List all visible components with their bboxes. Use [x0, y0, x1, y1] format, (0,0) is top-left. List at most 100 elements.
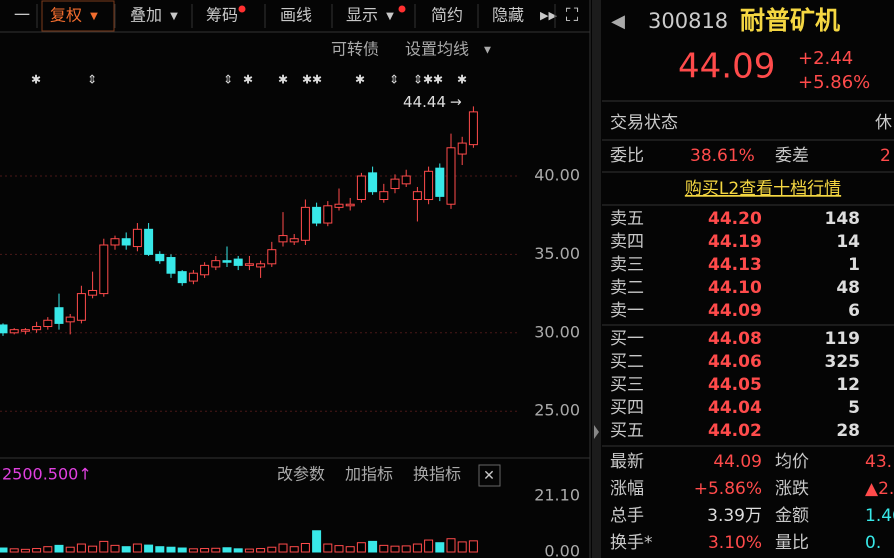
- volume-bar: [334, 545, 344, 553]
- volume-bar: [356, 542, 366, 553]
- toolbar-item[interactable]: 隐藏: [492, 6, 524, 25]
- label: 交易状态: [610, 113, 678, 133]
- toolbar-link[interactable]: 可转债: [331, 40, 379, 59]
- collapse-arrow[interactable]: [594, 425, 599, 439]
- candle-body: [155, 253, 165, 262]
- value: 38.61%: [690, 146, 755, 166]
- red-dot: [398, 5, 406, 13]
- dropdown-caret: ▼: [484, 46, 491, 56]
- candle-body: [211, 260, 221, 268]
- candle-body: [323, 205, 333, 224]
- volume-bar: [99, 540, 109, 553]
- stock-name: 耐普矿机: [740, 6, 840, 35]
- candle-body: [166, 257, 176, 274]
- toolbar-item[interactable]: 画线: [280, 6, 312, 25]
- volume-bar: [54, 544, 64, 553]
- toolbar-link[interactable]: 设置均线: [405, 40, 469, 59]
- indicator-button[interactable]: 加指标: [345, 465, 393, 484]
- volume-bar: [88, 545, 98, 553]
- toolbar-item[interactable]: 显示: [346, 6, 378, 25]
- volume-bar: [256, 548, 266, 553]
- candle-body: [424, 170, 434, 201]
- marker: ✱: [31, 73, 41, 87]
- toolbar-item[interactable]: 一: [14, 6, 30, 25]
- stat-value: +5.86%: [694, 479, 762, 499]
- volume-bar: [401, 545, 411, 553]
- candle-body: [188, 272, 198, 282]
- volume-bar: [457, 541, 467, 553]
- book-label: 卖四: [610, 232, 644, 252]
- book-price: 44.04: [708, 398, 762, 418]
- candle-body: [468, 111, 478, 146]
- candle-body: [356, 175, 366, 201]
- stat-label: 金额: [775, 506, 809, 526]
- candle-body: [345, 203, 355, 207]
- candle-body: [200, 264, 210, 276]
- book-label: 买三: [610, 375, 644, 395]
- volume-bar: [121, 546, 131, 553]
- fullscreen-icon[interactable]: ⛶: [566, 5, 579, 26]
- candle-body: [401, 175, 411, 185]
- candle-body: [110, 238, 120, 246]
- volume-bar: [9, 548, 19, 553]
- dropdown-caret: ▼: [90, 11, 98, 22]
- book-volume: 28: [836, 421, 860, 441]
- stock-code: 300818: [648, 9, 728, 33]
- book-price: 44.20: [708, 209, 762, 229]
- marker: ✱: [355, 73, 365, 87]
- stat-label: 总手: [610, 506, 644, 526]
- candle-body: [457, 142, 467, 155]
- book-label: 买四: [610, 398, 644, 418]
- toolbar-item[interactable]: 复权: [50, 6, 82, 25]
- dropdown-caret: ▼: [386, 11, 394, 22]
- label: 委差: [775, 146, 809, 166]
- red-dot: [238, 5, 246, 13]
- volume-bar: [390, 545, 400, 553]
- change: +2.44: [798, 48, 853, 69]
- candle-body: [278, 235, 288, 243]
- book-price: 44.02: [708, 421, 762, 441]
- close-icon[interactable]: ✕: [483, 468, 495, 484]
- marker: ✱: [278, 73, 288, 87]
- candle-body: [233, 258, 243, 266]
- toolbar-item[interactable]: 叠加: [130, 6, 162, 25]
- volume-bar: [435, 542, 445, 553]
- marker: ⇕✱✱: [413, 73, 443, 87]
- candle-body: [435, 167, 445, 197]
- volume-bar: [278, 543, 288, 553]
- indicator-button[interactable]: 改参数: [277, 465, 325, 484]
- book-label: 买五: [610, 421, 644, 441]
- book-price: 44.05: [708, 375, 762, 395]
- toolbar-item[interactable]: 简约: [431, 6, 463, 25]
- back-arrow[interactable]: ◀: [611, 11, 625, 32]
- book-price: 44.19: [708, 232, 762, 252]
- l2-link[interactable]: 购买L2查看十档行情: [685, 179, 841, 199]
- candle-body: [368, 172, 378, 193]
- candle-body: [76, 293, 86, 321]
- volume-bar: [300, 543, 310, 553]
- volume-bar: [345, 546, 355, 553]
- candle-body: [300, 206, 310, 241]
- candle-body: [132, 228, 142, 248]
- volume-bar: [200, 548, 210, 553]
- volume-bar: [0, 547, 8, 553]
- candle-body: [177, 271, 187, 284]
- stat-label: 换手*: [610, 533, 653, 553]
- book-price: 44.06: [708, 352, 762, 372]
- stat-value: ▲2.: [865, 479, 894, 499]
- volume-bar: [446, 538, 456, 553]
- volume-bar: [76, 543, 86, 553]
- book-volume: 48: [836, 278, 860, 298]
- indicator-button[interactable]: 换指标: [413, 465, 461, 484]
- candle-body: [32, 326, 42, 331]
- book-price: 44.08: [708, 329, 762, 349]
- price-tick-label: 40.00: [534, 166, 580, 185]
- collapse-strip[interactable]: [592, 0, 601, 558]
- stat-label: 最新: [610, 452, 644, 472]
- stat-value: 0.: [865, 533, 881, 553]
- toolbar-item[interactable]: 筹码: [206, 6, 238, 25]
- volume-bar: [233, 548, 243, 553]
- close-box[interactable]: [478, 464, 501, 487]
- volume-bar: [144, 544, 154, 553]
